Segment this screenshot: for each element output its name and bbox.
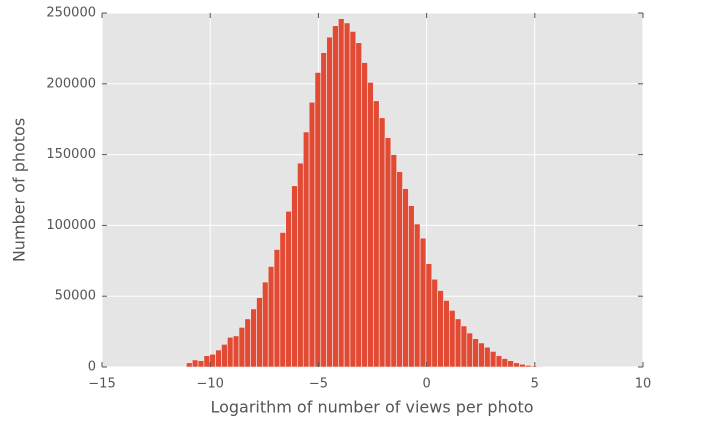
y-tick-label: 100000 [46, 218, 96, 233]
bar [367, 82, 374, 368]
bar [244, 318, 251, 368]
bar [466, 332, 473, 368]
bar [203, 355, 211, 368]
bar [378, 117, 386, 368]
bar [396, 171, 403, 368]
bar [215, 349, 222, 368]
bar [355, 42, 362, 368]
bar [191, 359, 199, 368]
bar [302, 131, 310, 368]
bar [297, 162, 304, 368]
bar [454, 318, 462, 368]
bar [279, 232, 287, 368]
bar [449, 310, 456, 368]
bar [267, 266, 275, 368]
bar [373, 100, 380, 368]
bar [232, 335, 240, 368]
y-tick-label: 200000 [46, 76, 96, 91]
bar [308, 101, 316, 368]
bar [221, 344, 228, 368]
bar [472, 338, 479, 368]
bar [291, 185, 298, 368]
x-tick-label: −5 [309, 377, 328, 392]
bar [431, 278, 438, 368]
bar [320, 52, 327, 368]
bar [226, 336, 234, 368]
bar [413, 223, 421, 368]
bar [273, 249, 281, 368]
bar [390, 154, 398, 368]
bar [443, 300, 450, 368]
bar [250, 308, 257, 368]
bar [408, 205, 415, 368]
x-tick-label: 10 [635, 377, 652, 392]
x-tick-label: −10 [196, 377, 223, 392]
bar [343, 22, 351, 368]
bar [419, 237, 427, 368]
bar [314, 72, 322, 368]
bar [338, 18, 345, 368]
y-tick-label: 50000 [55, 289, 96, 304]
bar [478, 342, 485, 368]
x-tick-label: 0 [422, 377, 430, 392]
bar [332, 25, 339, 368]
bar [530, 365, 538, 368]
bar [186, 362, 193, 368]
bar [256, 297, 263, 368]
bar [262, 281, 269, 368]
x-tick-label: 5 [531, 377, 539, 392]
bar [513, 362, 520, 368]
bar [507, 360, 514, 368]
bar [326, 36, 333, 368]
y-tick-label: 0 [88, 360, 96, 375]
y-axis-label: Number of photos [10, 118, 29, 262]
bar [437, 290, 444, 368]
bar [197, 360, 205, 368]
bar [384, 137, 392, 368]
bar [349, 31, 357, 368]
bar [238, 327, 246, 368]
bar [519, 363, 526, 368]
x-tick-label: −15 [88, 377, 115, 392]
bar [501, 358, 509, 368]
bar [489, 351, 497, 368]
bar [361, 62, 368, 368]
x-axis-label: Logarithm of number of views per photo [210, 398, 533, 417]
bar [495, 355, 503, 368]
bar [536, 366, 544, 368]
bar [425, 263, 433, 368]
y-tick-label: 250000 [46, 6, 96, 21]
y-tick-label: 150000 [46, 147, 96, 162]
bar [484, 346, 491, 368]
bar [460, 325, 468, 368]
bar [402, 188, 409, 368]
bar [285, 210, 292, 368]
bar [524, 365, 532, 368]
